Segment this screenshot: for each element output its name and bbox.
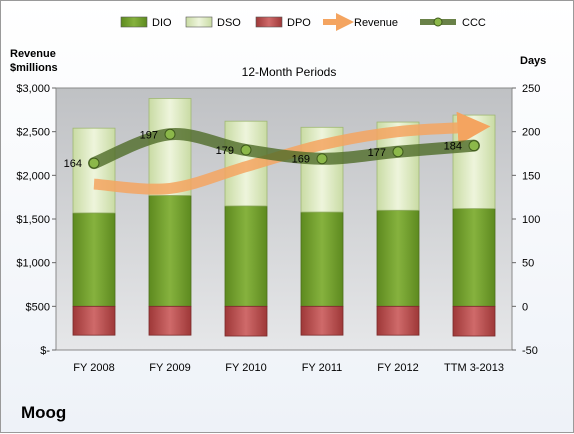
ccc-data-label: 197 (140, 129, 158, 141)
ccc-data-label: 184 (444, 141, 462, 153)
y-left-label-line1: Revenue (10, 48, 56, 60)
legend-label-dpo: DPO (287, 17, 311, 29)
dio-bar (224, 205, 268, 307)
y-right-tick-label: 50 (522, 258, 534, 270)
ccc-point (468, 140, 480, 152)
legend-swatch-dso (185, 16, 213, 28)
ccc-point (316, 153, 328, 165)
dpo-bar (376, 305, 420, 336)
dso-bar (148, 98, 192, 196)
ccc-point (240, 144, 252, 156)
dio-bar (376, 209, 420, 307)
y-left-tick-label: $2,000 (16, 170, 50, 182)
ccc-data-label: 177 (368, 147, 386, 159)
y-right-label: Days (520, 55, 546, 67)
dio-bar (300, 211, 344, 307)
y-left-label-line2: $millions (10, 62, 58, 74)
y-left-tick-label: $500 (26, 301, 50, 313)
dio-bar (72, 212, 116, 307)
legend-label-revenue: Revenue (354, 17, 398, 29)
x-category-label: FY 2011 (302, 362, 343, 374)
y-right-tick-label: 0 (522, 301, 528, 313)
x-category-label: TTM 3-2013 (444, 362, 504, 374)
x-category-label: FY 2009 (149, 362, 190, 374)
ccc-data-label: 169 (292, 154, 310, 166)
ccc-point (392, 146, 404, 158)
legend-swatch-dio (120, 16, 148, 28)
y-left-tick-label: $2,500 (16, 127, 50, 139)
legend-swatch-dpo (255, 16, 283, 28)
dio-bar (452, 208, 496, 307)
y-left-tick-label: $- (40, 345, 50, 357)
legend-label-dio: DIO (152, 17, 172, 29)
ccc-line (88, 128, 480, 170)
company-name: Moog (21, 403, 67, 422)
y-right-tick-label: 200 (522, 127, 540, 139)
dpo-bar (72, 305, 116, 336)
y-right-tick-label: -50 (522, 345, 538, 357)
chart-title: 12-Month Periods (242, 65, 337, 79)
dpo-bar (452, 305, 496, 337)
dpo-bar (300, 305, 344, 336)
y-left-tick-label: $1,000 (16, 258, 50, 270)
y-left-tick-label: $3,000 (16, 83, 50, 95)
y-right-tick-label: 100 (522, 214, 540, 226)
y-right-tick-label: 150 (522, 170, 540, 182)
legend-label-ccc: CCC (462, 17, 486, 29)
legend-marker-ccc (433, 17, 443, 27)
x-category-label: FY 2008 (73, 362, 114, 374)
x-category-label: FY 2010 (225, 362, 266, 374)
ccc-data-label: 164 (64, 158, 82, 170)
ccc-data-label: 179 (216, 145, 234, 157)
ccc-point (164, 128, 176, 140)
legend-label-dso: DSO (217, 17, 241, 29)
dpo-bar (148, 305, 192, 336)
y-right-tick-label: 250 (522, 83, 540, 95)
dpo-bar (224, 305, 268, 337)
x-category-label: FY 2012 (377, 362, 418, 374)
dso-bar (72, 127, 116, 214)
y-left-tick-label: $1,500 (16, 214, 50, 226)
dio-bar (148, 195, 192, 307)
ccc-point (88, 157, 100, 169)
